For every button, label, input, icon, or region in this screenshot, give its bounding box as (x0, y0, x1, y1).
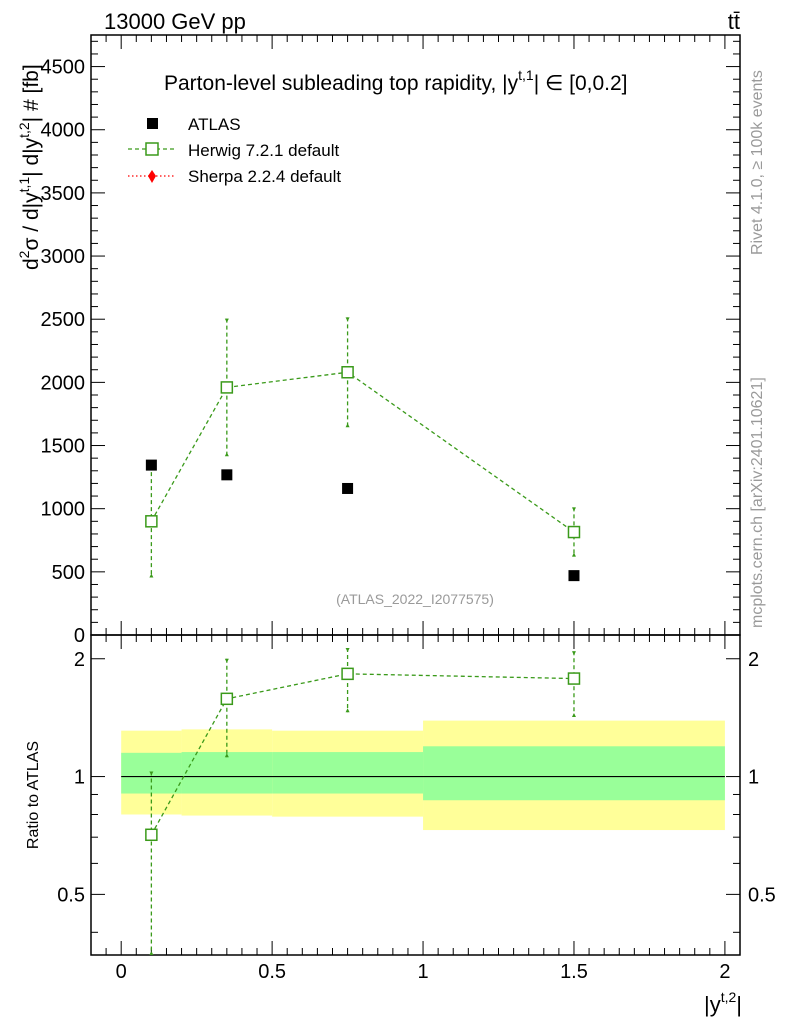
ratio-x-ticks: 0 0.5 1 1.5 2 (90, 635, 730, 983)
xlabel-suffix: | (736, 992, 742, 1017)
main-y-tick-label: 1000 (41, 499, 86, 521)
ylabel-part-1: d (20, 258, 43, 270)
main-herwig-point (341, 366, 354, 379)
ylabel-sup-2: t,1 (16, 177, 32, 193)
ratio-herwig-errorbar-cap-bottom (224, 753, 229, 758)
ratio-x-tick-label: 2 (719, 961, 730, 983)
ylabel-part-3: | d|y (20, 137, 43, 176)
main-herwig-errorbar-cap-bottom (571, 552, 576, 557)
title-prefix: Parton-level subleading top rapidity, |y (164, 72, 519, 95)
ratio-herwig-errorbar-cap-bottom (571, 712, 576, 717)
analysis-watermark: (ATLAS_2022_I2077575) (336, 591, 494, 607)
ratio-herwig-errorbar-cap-bottom (149, 951, 154, 955)
main-herwig-point (220, 381, 234, 394)
ratio-data-marks (145, 648, 581, 955)
main-y-tick-label: 1500 (41, 436, 86, 458)
main-y-ticks: 0 500 1000 1500 2000 2500 3000 3500 4000 4500 (41, 40, 740, 647)
ratio-herwig-errorbar-cap-top (224, 658, 229, 663)
ratio-y-tick-label: 0.5 (57, 884, 85, 906)
xlabel-sup: t,2 (721, 989, 737, 1005)
ratio-band-inner (181, 752, 273, 794)
legend-sherpa-label: Sherpa 2.2.4 default (188, 167, 341, 186)
atlas-point (342, 482, 354, 494)
ratio-bands (121, 720, 725, 831)
ratio-herwig-point (220, 692, 234, 706)
xlabel-prefix: |y (704, 992, 721, 1017)
main-data-marks (145, 317, 581, 582)
main-herwig-point (145, 515, 158, 528)
ratio-band-inner (272, 752, 424, 794)
main-herwig-line (150, 371, 575, 533)
atlas-point (568, 570, 580, 582)
atlas-point (145, 459, 157, 471)
main-y-tick-label: 500 (52, 562, 85, 584)
legend-herwig-marker (145, 142, 159, 156)
ratio-herwig-errorbar-cap-top (571, 651, 576, 656)
ratio-herwig-errorbar-cap-top (149, 771, 154, 776)
ratio-herwig-point (567, 672, 581, 685)
main-herwig-errorbar-cap-bottom (149, 573, 154, 578)
ratio-xlabel: |yt,2| (704, 989, 742, 1017)
ylabel-sup-1: 2 (16, 250, 32, 258)
legend-atlas-label: ATLAS (188, 115, 241, 134)
ratio-x-tick-label: 0 (116, 961, 127, 983)
ratio-herwig-line (150, 673, 574, 836)
main-herwig-errorbar-cap-top (345, 317, 350, 322)
process-label: tt̄ (728, 9, 740, 34)
title-suffix: | ∈ [0,0.2] (534, 72, 628, 95)
legend: ATLAS Herwig 7.2.1 default Sherpa 2.2.4 … (128, 115, 341, 186)
ratio-x-tick-label: 1.5 (560, 961, 588, 983)
legend-sherpa-marker (148, 170, 156, 183)
chart-title: Parton-level subleading top rapidity, |y… (164, 67, 627, 95)
ratio-y-tick-label: 2 (74, 649, 85, 671)
ylabel-part-2: σ / d|y (20, 192, 43, 251)
title-sup: t,1 (518, 67, 534, 83)
ratio-frame (90, 634, 741, 956)
main-y-tick-label: 2500 (41, 309, 86, 331)
mcplots-label: mcplots.cern.ch [arXiv:2401.10621] (749, 377, 766, 628)
main-x-ticks (90, 35, 726, 635)
main-herwig-errorbar-cap-top (224, 318, 229, 323)
ratio-herwig-point (341, 667, 354, 681)
legend-atlas-marker (147, 118, 158, 129)
main-y-tick-label: 0 (74, 625, 85, 647)
ratio-herwig-point (145, 828, 158, 842)
ratio-panel: 0.5 0.5 1 1 2 2 0 0.5 1 1.5 2 Ratio to ATLAS |yt,… (25, 634, 776, 1017)
atlas-point (221, 469, 233, 481)
main-herwig-errorbar-cap-bottom (345, 423, 350, 428)
main-panel: 0 500 1000 1500 2000 2500 3000 3500 4000 4500 Par… (16, 34, 741, 647)
main-y-tick-label: 3000 (41, 246, 86, 268)
main-herwig-errorbar-cap-bottom (224, 452, 229, 457)
legend-herwig-label: Herwig 7.2.1 default (188, 141, 339, 160)
main-ylabel: d2σ / d|yt,1| d|yt,2| # [fb] (16, 64, 43, 270)
ratio-y-tick-label-right: 2 (748, 649, 759, 671)
main-herwig-point (567, 525, 581, 539)
rivet-label: Rivet 4.1.0, ≥ 100k events (749, 70, 766, 255)
ratio-y-tick-label-right: 0.5 (748, 884, 776, 906)
ratio-y-ticks: 0.5 0.5 1 1 2 2 (57, 649, 776, 933)
ylabel-part-4: | # [fb] (20, 64, 43, 122)
main-y-tick-label: 4000 (41, 120, 86, 142)
ratio-ylabel: Ratio to ATLAS (25, 741, 42, 849)
ratio-herwig-errorbar-cap-bottom (345, 708, 350, 713)
ratio-band-inner (423, 746, 725, 801)
ratio-x-tick-label: 1 (417, 961, 428, 983)
ratio-y-tick-label-right: 1 (748, 767, 759, 789)
main-y-tick-label: 3500 (41, 183, 86, 205)
main-herwig-errorbar-cap-top (571, 507, 576, 512)
ratio-herwig-errorbar-cap-top (345, 648, 350, 653)
ratio-y-tick-label: 1 (74, 767, 85, 789)
energy-label: 13000 GeV pp (104, 9, 246, 34)
main-y-tick-label: 4500 (41, 57, 86, 79)
ylabel-sup-3: t,2 (16, 122, 32, 138)
main-y-tick-label: 2000 (41, 372, 86, 394)
ratio-x-tick-label: 0.5 (258, 961, 286, 983)
